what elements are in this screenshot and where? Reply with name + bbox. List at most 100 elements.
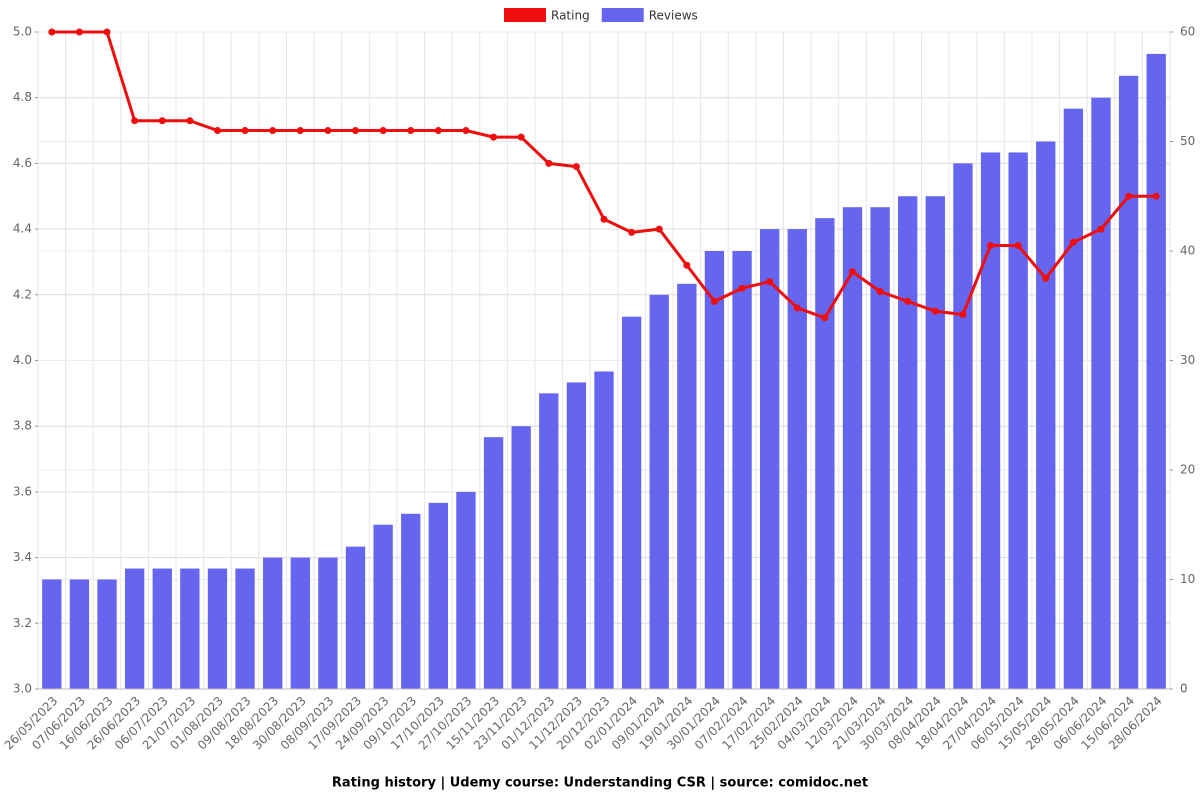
bar [152,568,172,689]
point [766,278,774,286]
bar [925,196,945,689]
bar [373,524,393,689]
legend-swatch [504,8,546,22]
point [821,314,829,322]
point [683,261,691,269]
point [876,288,884,296]
y2-tick-label: 30 [1180,353,1195,367]
point [490,133,498,141]
y-tick-label: 3.6 [13,484,32,498]
point [75,28,83,36]
bar [677,283,697,689]
bar [511,426,531,689]
point [848,268,856,276]
point [987,242,995,250]
point [1042,274,1050,282]
bar [870,207,890,689]
y-tick-label: 3.8 [13,419,32,433]
bar [649,294,669,689]
bar [704,251,725,689]
bar [732,251,752,689]
point [296,127,304,135]
bar [97,579,117,689]
legend-swatch [601,8,644,22]
point [600,215,608,223]
y2-tick-label: 20 [1180,463,1195,477]
point [407,127,415,135]
y2-tick-label: 50 [1180,134,1195,148]
point [655,225,663,233]
point [572,163,580,171]
bar [345,546,366,689]
y-tick-label: 4.8 [13,90,32,104]
bar [483,437,504,689]
point [213,127,221,135]
bar [898,196,918,689]
point [352,127,360,135]
bar [1118,75,1139,690]
y2-tick-label: 60 [1180,25,1195,39]
bar [759,229,780,689]
bar [318,557,338,689]
point [48,28,56,36]
y-tick-label: 5.0 [13,25,32,39]
point [324,127,332,135]
y-tick-label: 4.6 [13,156,32,170]
point [241,127,249,135]
bar [207,568,228,689]
point [628,228,636,236]
point [931,307,939,315]
bar [290,557,310,689]
bar [401,513,421,689]
bar [1146,53,1166,689]
point [103,28,111,36]
legend-label: Rating [551,9,590,23]
point [738,284,746,292]
y2-tick-label: 0 [1180,682,1188,696]
y-tick-label: 3.0 [13,682,32,696]
point [545,159,553,167]
bar [621,316,642,689]
point [1014,242,1022,250]
bar [1063,108,1084,689]
y-tick-label: 4.0 [13,353,32,367]
bar [539,393,559,689]
point [517,133,525,141]
point [379,127,387,135]
y2-tick-label: 10 [1180,572,1195,586]
bar [1036,141,1056,689]
point [710,297,718,305]
point [1152,192,1160,200]
bar [980,152,1001,689]
legend-label: Reviews [649,9,698,23]
point [793,304,801,312]
bar [124,568,145,689]
point [269,127,277,135]
y-tick-label: 4.4 [13,222,32,236]
y-tick-label: 3.2 [13,616,32,630]
point [904,297,912,305]
point [186,117,194,125]
point [131,117,139,125]
bar [566,382,587,689]
chart-title: Rating history | Udemy course: Understan… [332,776,868,791]
y-tick-label: 4.2 [13,287,32,301]
point [1069,238,1077,246]
bar [180,568,200,689]
bar [1091,97,1111,689]
bar [787,229,807,689]
point [1097,225,1105,233]
y-tick-label: 3.4 [13,550,32,564]
bar [42,579,62,689]
bar [1008,152,1028,689]
bar [842,207,863,689]
bar [69,579,90,689]
bar [428,502,449,689]
point [434,127,442,135]
y2-tick-label: 40 [1180,244,1195,258]
point [1125,192,1133,200]
point [158,117,166,125]
bar [594,371,614,689]
point [462,127,470,135]
